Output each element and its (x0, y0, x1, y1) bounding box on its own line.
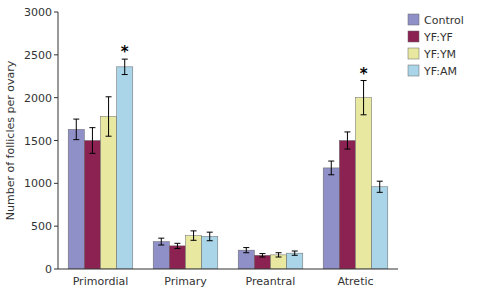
error-bar (344, 132, 350, 149)
chart: * * 0 500 1000 1500 2000 2500 3000 Primordial Prim… (0, 0, 482, 295)
annotation: * (360, 65, 368, 83)
bar (101, 117, 117, 269)
y-tick (54, 97, 58, 98)
error-bar (191, 231, 197, 240)
annotation: * (121, 43, 129, 61)
error-bar (328, 161, 334, 175)
bar (356, 98, 372, 269)
y-tick (54, 12, 58, 13)
bar (202, 236, 218, 269)
bar (84, 141, 100, 270)
error-bar (259, 254, 265, 257)
y-tick (54, 269, 58, 270)
y-tick-label: 2500 (24, 49, 52, 62)
x-tick-label: Preantral (246, 275, 296, 288)
bar (153, 242, 169, 269)
chart-container: * * 0 500 1000 1500 2000 2500 3000 Primordial Prim… (0, 0, 482, 295)
error-bar (122, 59, 128, 74)
legend-label: YF:AM (423, 65, 457, 78)
legend-swatch (408, 65, 419, 76)
y-tick-label: 1500 (24, 135, 52, 148)
legend-swatch (408, 14, 419, 25)
error-bar (276, 253, 282, 257)
legend-label: YF:YM (423, 48, 456, 61)
bar (68, 129, 84, 269)
bar (238, 250, 254, 269)
error-bar (207, 232, 213, 241)
plot-area (68, 59, 388, 269)
y-tick (54, 226, 58, 227)
y-tick-label: 500 (31, 220, 52, 233)
legend-label: Control (424, 14, 464, 27)
error-bar (89, 128, 95, 154)
bar (339, 141, 355, 270)
y-tick-label: 0 (45, 263, 52, 276)
legend-swatch (408, 31, 419, 42)
legend: Control YF:YF YF:YM YF:AM (408, 14, 464, 78)
error-bar (174, 243, 180, 248)
error-bar (158, 238, 164, 245)
error-bar (243, 248, 249, 253)
y-tick-label: 1000 (24, 177, 52, 190)
bar (169, 246, 185, 269)
x-tick-label: Atretic (337, 275, 373, 288)
x-axis-line (58, 269, 398, 270)
error-bar (292, 251, 298, 255)
x-tick-label: Primordial (73, 275, 129, 288)
bar (323, 168, 339, 269)
bar (117, 67, 133, 269)
y-tick (54, 140, 58, 141)
y-tick (54, 54, 58, 55)
y-tick-label: 3000 (24, 6, 52, 19)
bar (186, 236, 202, 269)
bar (372, 187, 388, 269)
legend-swatch (408, 48, 419, 59)
bar (271, 255, 287, 269)
bar (287, 253, 303, 269)
x-tick-label: Primary (164, 275, 207, 288)
error-bar (361, 81, 367, 115)
y-tick (54, 183, 58, 184)
error-bar (106, 97, 112, 136)
error-bar (377, 181, 383, 192)
legend-label: YF:YF (423, 31, 453, 44)
y-tick-label: 2000 (24, 92, 52, 105)
bar (254, 255, 270, 269)
error-bar (73, 119, 79, 140)
y-axis-label: Number of follicles per ovary (4, 60, 17, 220)
